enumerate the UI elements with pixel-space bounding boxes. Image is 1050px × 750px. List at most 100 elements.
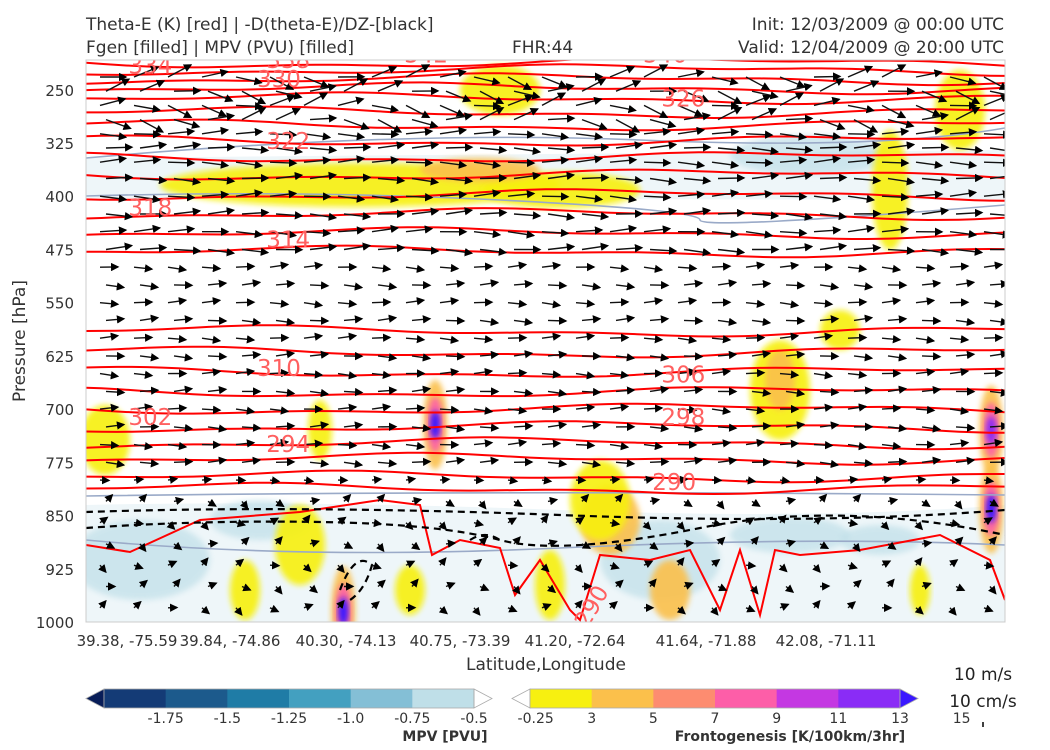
- wind-vector: [948, 606, 957, 616]
- wind-vector: [303, 261, 324, 270]
- wind-vector: [207, 316, 228, 325]
- wind-vector: [813, 332, 834, 341]
- wind-vector: [881, 441, 902, 451]
- wind-vector: [609, 194, 638, 204]
- wind-vector: [949, 189, 978, 198]
- wind-vector: [609, 518, 621, 528]
- wind-vector: [983, 604, 994, 613]
- x-tick-label: 42.08, -71.11: [776, 632, 877, 650]
- wind-vector: [745, 130, 774, 139]
- wind-vector: [643, 127, 672, 137]
- y-tick-label: 475: [45, 241, 74, 259]
- wind-vector: [853, 141, 882, 150]
- wind-vector: [405, 158, 434, 167]
- wind-vector: [580, 493, 590, 503]
- y-tick-label: 325: [45, 135, 74, 153]
- wind-vector: [445, 112, 474, 121]
- wind-vector: [547, 496, 559, 506]
- wind-vector: [133, 194, 162, 204]
- wind-vector: [371, 441, 392, 451]
- wind-vector: [745, 476, 757, 485]
- wind-vector: [887, 385, 908, 394]
- colorbar-extend-min: [85, 688, 105, 709]
- wind-vector: [377, 386, 398, 395]
- wind-vector: [405, 104, 431, 119]
- wind-vector: [779, 228, 808, 238]
- wind-vector: [201, 297, 222, 306]
- wind-vector: [683, 581, 694, 590]
- wind-vector: [139, 282, 160, 291]
- colorbar-tick-label: -1.0: [337, 711, 364, 727]
- wind-vector: [303, 156, 332, 165]
- wind-vector: [207, 352, 228, 361]
- wind-vector: [847, 129, 876, 139]
- wind-vector: [377, 459, 398, 468]
- wind-vector: [819, 315, 840, 324]
- wind-vector: [913, 557, 923, 567]
- wind-vector: [751, 498, 761, 507]
- wind-vector: [507, 76, 533, 90]
- wind-vector: [241, 583, 252, 592]
- wind-vector: [269, 130, 298, 139]
- wind-vector: [541, 439, 562, 448]
- wind-vector: [411, 315, 432, 324]
- wind-vector: [513, 279, 534, 289]
- wind-vector: [541, 192, 570, 201]
- wind-vector: [445, 581, 456, 590]
- wind-vector: [235, 76, 263, 86]
- y-axis-ticks: 250 325 400 475 550 625 700 775 850 925 1000: [36, 82, 74, 632]
- colorbar-tick-label: -0.5: [460, 711, 487, 727]
- wind-vector: [274, 585, 283, 595]
- wind-vector: [615, 314, 636, 323]
- wind-vector: [949, 439, 970, 448]
- wind-vector: [472, 558, 483, 568]
- wind-vector: [983, 190, 1005, 199]
- wind-vector: [541, 228, 570, 238]
- wind-vector: [575, 440, 596, 450]
- wind-vector: [167, 404, 188, 413]
- wind-vector: [275, 211, 304, 220]
- wind-vector: [105, 78, 131, 92]
- wind-vector: [547, 281, 568, 290]
- wind-vector: [777, 514, 787, 524]
- wind-vector: [785, 496, 797, 506]
- wind-vector: [779, 300, 800, 309]
- theta-e-label: 330: [257, 67, 301, 93]
- wind-vector: [609, 442, 630, 451]
- wind-vector: [99, 226, 128, 235]
- wind-vector: [677, 190, 706, 199]
- wind-vector: [445, 143, 474, 152]
- wind-vector: [915, 263, 936, 273]
- wind-vector: [377, 175, 406, 185]
- wind-vector: [643, 264, 664, 274]
- wind-vector: [683, 498, 693, 507]
- wind-vector: [541, 603, 552, 611]
- wind-vector: [955, 583, 966, 592]
- wind-vector: [371, 104, 399, 114]
- wind-vector: [201, 263, 222, 273]
- wind-vector: [133, 518, 145, 528]
- wind-vector: [779, 156, 808, 165]
- wind-vector: [887, 353, 908, 362]
- x-tick-label: 39.38, -75.59: [77, 632, 178, 650]
- wind-vector: [173, 118, 201, 129]
- wind-vector: [955, 208, 984, 218]
- wind-vector: [819, 282, 840, 291]
- colorbar-tick-label: 3: [587, 711, 596, 727]
- wind-vector: [715, 500, 725, 510]
- wind-vector: [853, 386, 874, 395]
- colorbar-tick-label: -1.75: [148, 711, 184, 727]
- y-tick-label: 700: [45, 401, 74, 419]
- wind-vector: [847, 370, 868, 379]
- wind-vector: [105, 242, 134, 251]
- wind-vector: [371, 224, 400, 234]
- wind-vector: [343, 118, 370, 131]
- wind-vector: [949, 76, 977, 86]
- wind-vector: [609, 104, 637, 114]
- wind-vector: [269, 94, 296, 107]
- wind-vector: [512, 536, 521, 546]
- wind-vector: [371, 130, 400, 139]
- wind-vector: [438, 557, 447, 567]
- wind-vector: [750, 585, 759, 595]
- wind-vector: [547, 171, 576, 181]
